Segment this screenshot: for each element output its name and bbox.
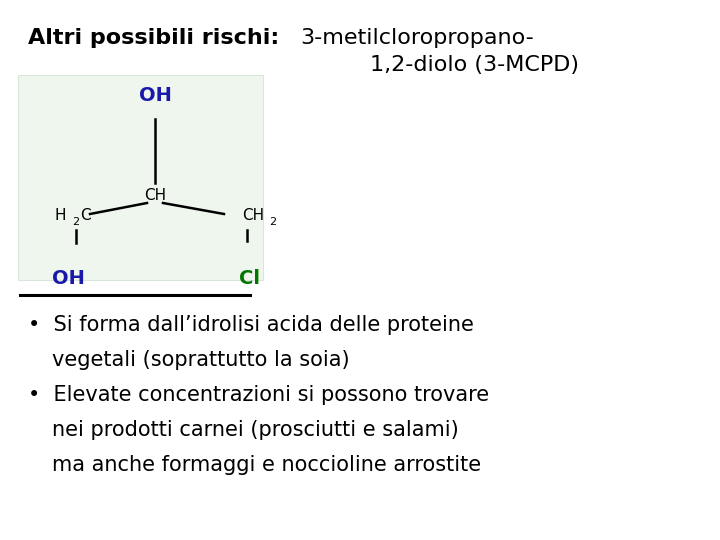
Text: 2: 2 [72, 217, 79, 227]
Text: vegetali (soprattutto la soia): vegetali (soprattutto la soia) [52, 350, 350, 370]
Text: OH: OH [52, 269, 84, 288]
Text: CH: CH [242, 208, 264, 224]
Text: •  Si forma dall’idrolisi acida delle proteine: • Si forma dall’idrolisi acida delle pro… [28, 315, 474, 335]
Text: nei prodotti carnei (prosciutti e salami): nei prodotti carnei (prosciutti e salami… [52, 420, 459, 440]
Text: Altri possibili rischi:: Altri possibili rischi: [28, 28, 287, 48]
Text: ma anche formaggi e noccioline arrostite: ma anche formaggi e noccioline arrostite [52, 455, 481, 475]
Text: C: C [80, 208, 91, 224]
Text: Cl: Cl [240, 269, 261, 288]
Text: OH: OH [138, 86, 171, 105]
FancyBboxPatch shape [18, 75, 263, 280]
Text: 2: 2 [269, 217, 276, 227]
Text: 3-metilcloropropano-: 3-metilcloropropano- [300, 28, 534, 48]
Text: CH: CH [144, 187, 166, 202]
Text: •  Elevate concentrazioni si possono trovare: • Elevate concentrazioni si possono trov… [28, 385, 489, 405]
Text: 1,2-diolo (3-MCPD): 1,2-diolo (3-MCPD) [370, 55, 579, 75]
Text: H: H [55, 208, 66, 224]
